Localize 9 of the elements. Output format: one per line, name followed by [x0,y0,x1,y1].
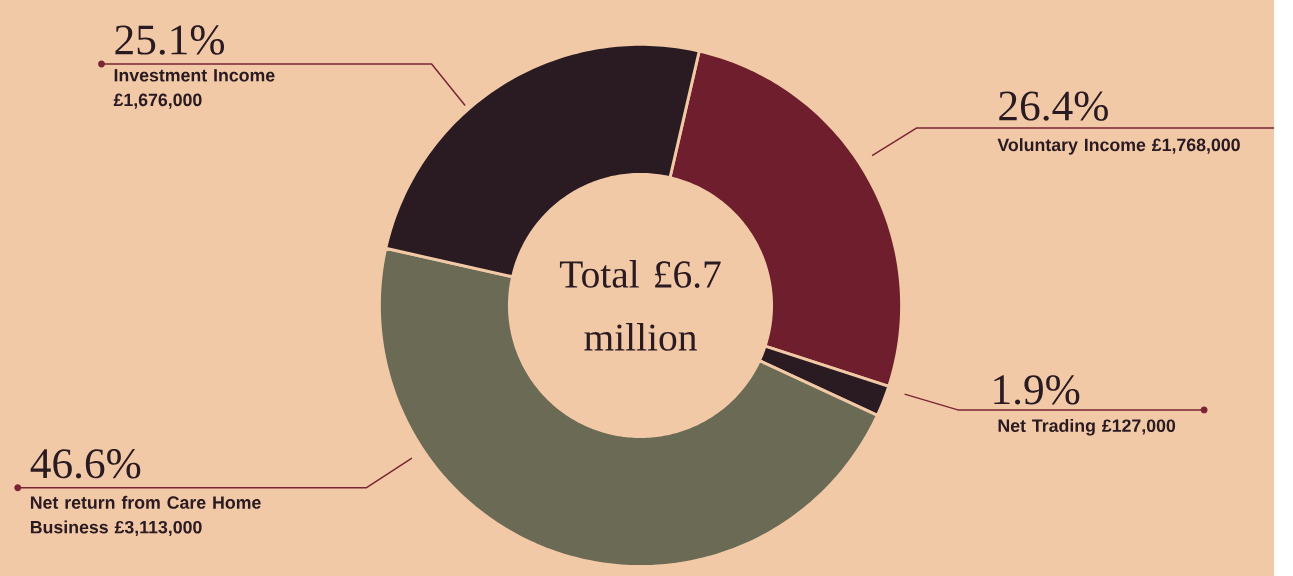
data-label: 25.1% [115,25,225,55]
slice-label: Net Trading £127,000 [998,418,1176,436]
data-label: 1.9% [994,374,1080,405]
data-label: 26.4% [999,91,1108,121]
text: Total £6.7 million [559,259,721,351]
slice-label: Voluntary Income £1,768,000 [997,137,1240,155]
slice-label: Net return from Care Home Business £3,113,000 [30,495,261,536]
data-label: 46.6% [30,448,141,479]
slice-label: Investment Income £1,676,000 [113,68,275,109]
